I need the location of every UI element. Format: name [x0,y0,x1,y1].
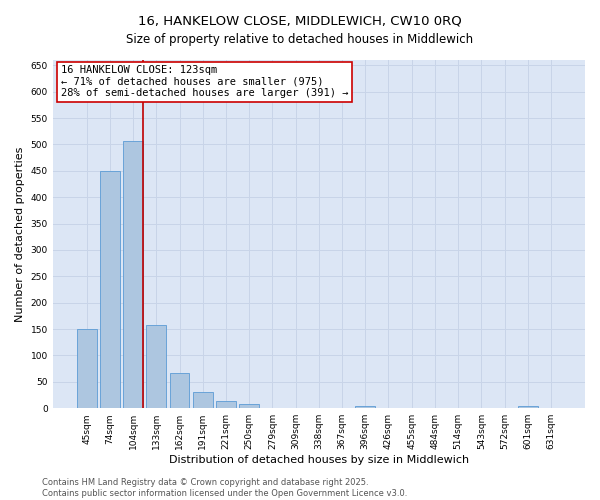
Bar [518,406,538,408]
Bar [146,325,166,408]
Bar [193,392,212,408]
Bar [77,329,97,408]
Bar [123,140,143,408]
Y-axis label: Number of detached properties: Number of detached properties [15,146,25,322]
Text: 16 HANKELOW CLOSE: 123sqm
← 71% of detached houses are smaller (975)
28% of semi: 16 HANKELOW CLOSE: 123sqm ← 71% of detac… [61,65,348,98]
Text: 16, HANKELOW CLOSE, MIDDLEWICH, CW10 0RQ: 16, HANKELOW CLOSE, MIDDLEWICH, CW10 0RQ [138,15,462,28]
Bar [100,171,120,408]
Bar [239,404,259,408]
Bar [216,402,236,408]
Bar [355,406,375,408]
Text: Size of property relative to detached houses in Middlewich: Size of property relative to detached ho… [127,32,473,46]
Text: Contains HM Land Registry data © Crown copyright and database right 2025.
Contai: Contains HM Land Registry data © Crown c… [42,478,407,498]
X-axis label: Distribution of detached houses by size in Middlewich: Distribution of detached houses by size … [169,455,469,465]
Bar [170,373,190,408]
